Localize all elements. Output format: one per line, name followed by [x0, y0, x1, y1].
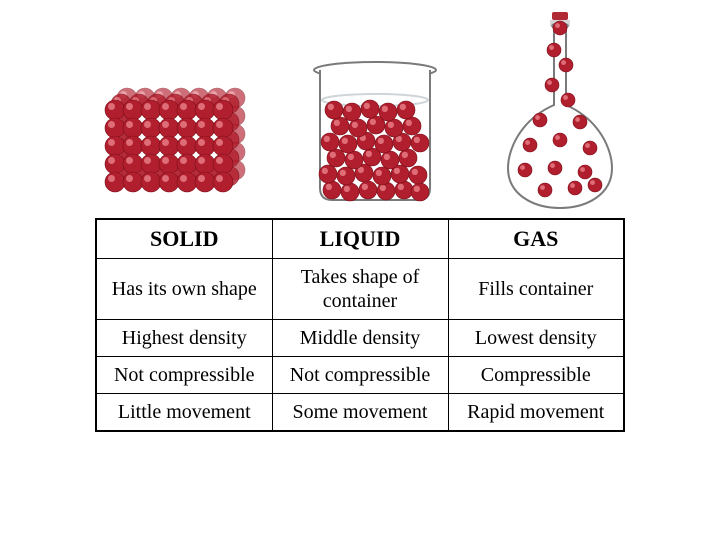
- table-cell: Middle density: [272, 320, 448, 357]
- liquid-illustration: [300, 40, 450, 210]
- header-solid: SOLID: [96, 219, 272, 259]
- table-cell: Lowest density: [448, 320, 624, 357]
- liquid-beaker-svg: [300, 40, 450, 210]
- table-header-row: SOLID LIQUID GAS: [96, 219, 624, 259]
- table-cell: Takes shape of container: [272, 259, 448, 320]
- states-illustration-row: [0, 0, 720, 210]
- table-cell: Some movement: [272, 394, 448, 432]
- states-comparison-table: SOLID LIQUID GAS Has its own shapeTakes …: [95, 218, 625, 432]
- table-cell: Not compressible: [96, 357, 272, 394]
- table-cell: Highest density: [96, 320, 272, 357]
- table-cell: Has its own shape: [96, 259, 272, 320]
- table-cell: Compressible: [448, 357, 624, 394]
- states-table-wrap: SOLID LIQUID GAS Has its own shapeTakes …: [95, 218, 625, 432]
- table-body: Has its own shapeTakes shape of containe…: [96, 259, 624, 432]
- table-row: Little movementSome movementRapid moveme…: [96, 394, 624, 432]
- table-row: Has its own shapeTakes shape of containe…: [96, 259, 624, 320]
- header-liquid: LIQUID: [272, 219, 448, 259]
- gas-illustration: [500, 10, 620, 210]
- solid-illustration: [100, 60, 250, 210]
- table-cell: Fills container: [448, 259, 624, 320]
- table-cell: Not compressible: [272, 357, 448, 394]
- solid-particles-svg: [100, 60, 250, 210]
- gas-flask-svg: [500, 10, 620, 210]
- table-row: Not compressibleNot compressibleCompress…: [96, 357, 624, 394]
- table-row: Highest densityMiddle densityLowest dens…: [96, 320, 624, 357]
- header-gas: GAS: [448, 219, 624, 259]
- table-cell: Little movement: [96, 394, 272, 432]
- table-cell: Rapid movement: [448, 394, 624, 432]
